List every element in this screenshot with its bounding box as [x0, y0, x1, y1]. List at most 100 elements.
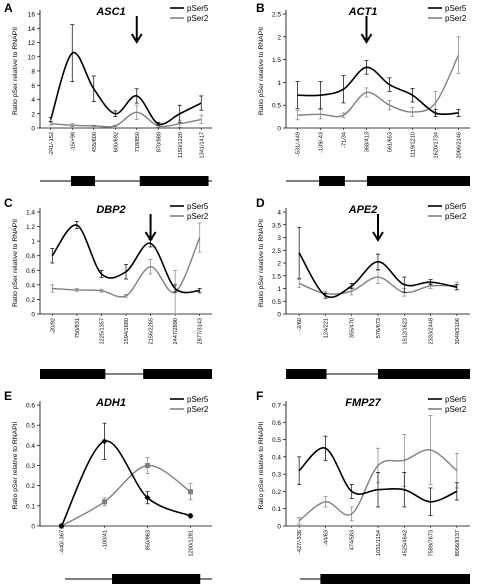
- x-tick-label: -20/92: [50, 318, 56, 334]
- y-tick-label: 6: [31, 83, 35, 90]
- legend-label: pSer5: [445, 4, 467, 13]
- gene-box: [40, 369, 106, 379]
- x-tick-label: 561/653: [388, 132, 394, 152]
- y-tick-label: 0.2: [26, 297, 35, 304]
- x-tick-label: 2066/2146: [457, 132, 463, 158]
- y-tick-label: 14: [28, 26, 36, 33]
- y-tick-label: 1: [277, 80, 281, 87]
- panel-a: A ASC1 0 2 4 6 8 10 12 14 16 Ratio pSer relative to…: [4, 1, 212, 186]
- gene-diagram: [286, 369, 470, 379]
- x-tick-label: -241/-152: [49, 132, 55, 156]
- series-pser5: [50, 221, 202, 294]
- y-axis-label: Ratio pSer relative to RNAPII: [12, 421, 19, 509]
- legend-label: pSer5: [445, 202, 467, 211]
- x-tick-label: 8056/8137: [455, 530, 461, 556]
- panel-d: D APE2 0 0.5 1 1.5 2 2.5 3 3.5 4 Ratio pSer relativ…: [256, 196, 470, 379]
- panel-letter: C: [4, 196, 13, 210]
- gene-title: ACT1: [348, 6, 378, 18]
- legend-label: pSer2: [445, 212, 467, 221]
- legend-label: pSer2: [187, 212, 209, 221]
- y-tick-label: 0.6: [272, 420, 281, 427]
- y-tick-label: 0: [277, 126, 281, 133]
- panel-letter: F: [256, 389, 263, 403]
- y-tick-label: 1.5: [272, 57, 281, 64]
- gene-diagram: [65, 574, 212, 584]
- x-tick-label: 1594/1680: [124, 318, 130, 344]
- y-tick-label: 0.1: [26, 503, 35, 510]
- x-tick-label: -531/-449: [296, 132, 302, 156]
- y-tick-label: 0: [277, 312, 281, 319]
- y-tick-label: 12: [28, 40, 36, 47]
- gene-diagram: [286, 176, 470, 186]
- x-tick-label: -15/+98: [70, 132, 76, 151]
- y-tick-label: 2: [277, 34, 281, 41]
- y-tick-label: 0.7: [272, 403, 281, 410]
- y-tick-label: 3.5: [272, 222, 281, 229]
- series-line: [51, 224, 200, 294]
- y-tick-label: 0.5: [272, 299, 281, 306]
- y-tick-label: 0.4: [26, 443, 35, 450]
- series-pser5: [58, 422, 194, 529]
- gene-title: DBP2: [96, 204, 125, 216]
- x-tick-label: 2156/2265: [149, 318, 155, 344]
- gene-diagram: [300, 574, 470, 584]
- y-axis-label: Ratio pSer relative to RNAPII: [12, 27, 19, 115]
- x-tick-label: 3049/3106: [455, 318, 461, 344]
- series-line: [60, 440, 191, 527]
- panel-b: B ACT1 0 0.5 1 1.5 2 2.5 Ratio pSer relative to …: [256, 1, 470, 186]
- x-tick-label: 4525/4642: [402, 530, 408, 556]
- y-tick-label: 0.2: [272, 489, 281, 496]
- y-tick-label: 0.2: [26, 483, 35, 490]
- gene-box: [112, 574, 201, 584]
- gene-title: FMP27: [345, 397, 381, 409]
- panel-f: F FMP27 0 0.1 0.2 0.3 0.4 0.5 0.6 0.7 Ratio pSer r…: [256, 389, 470, 584]
- panel-letter: E: [4, 389, 12, 403]
- data-point: [187, 512, 194, 519]
- y-tick-label: 4: [31, 97, 35, 104]
- legend-label: pSer2: [445, 14, 467, 23]
- x-tick-label: -440/-367: [60, 530, 66, 554]
- y-tick-label: 0.5: [26, 423, 35, 430]
- x-tick-label: 2877/3143: [198, 318, 204, 344]
- series-line: [297, 66, 459, 116]
- x-tick-label: 870/988: [156, 132, 162, 152]
- gene-box: [70, 176, 96, 186]
- y-tick-label: 0: [31, 524, 35, 531]
- series-line: [49, 52, 202, 126]
- x-tick-label: 7589/7673: [429, 530, 435, 556]
- arrow-head: [372, 231, 384, 242]
- y-tick-label: 8: [31, 69, 35, 76]
- y-tick-label: 1: [31, 239, 35, 246]
- data-point: [188, 489, 193, 495]
- gene-title: ADH1: [95, 397, 126, 409]
- x-tick-label: 455/600: [92, 132, 98, 152]
- y-tick-label: 0.3: [272, 472, 281, 479]
- y-axis-label: Ratio pSer relative to RNAPII: [258, 421, 265, 509]
- y-tick-label: 2: [277, 261, 281, 268]
- y-tick-label: 0.3: [26, 463, 35, 470]
- gene-title: APE2: [348, 204, 378, 216]
- y-tick-label: 0.8: [26, 253, 35, 260]
- arrow-head: [144, 231, 157, 242]
- x-tick-label: 124/221: [323, 318, 329, 338]
- x-tick-label: 718/850: [135, 132, 141, 152]
- gene-box: [319, 176, 345, 186]
- y-tick-label: 0.1: [272, 506, 281, 513]
- y-tick-label: 0.6: [26, 403, 35, 410]
- gene-box: [143, 369, 212, 379]
- x-tick-label: -2/60: [297, 318, 303, 331]
- y-tick-label: 0: [277, 524, 281, 531]
- down-arrow-icon: [144, 214, 157, 242]
- y-axis-label: Ratio pSer relative to RNAPII: [12, 219, 19, 307]
- gene-diagram: [40, 369, 212, 379]
- series-pser5: [48, 24, 204, 126]
- panel-e: E ADH1 0 0.1 0.2 0.3 0.4 0.5 0.6 Ratio pSer relat…: [4, 389, 212, 584]
- data-point: [144, 494, 151, 501]
- legend-label: pSer2: [445, 405, 467, 414]
- y-tick-label: 2.5: [272, 248, 281, 255]
- y-tick-label: 0.6: [26, 268, 35, 275]
- y-tick-label: 2.5: [272, 12, 281, 19]
- legend-label: pSer2: [187, 405, 209, 414]
- series-pser5: [297, 226, 459, 299]
- x-tick-label: 1341/1417: [199, 132, 205, 158]
